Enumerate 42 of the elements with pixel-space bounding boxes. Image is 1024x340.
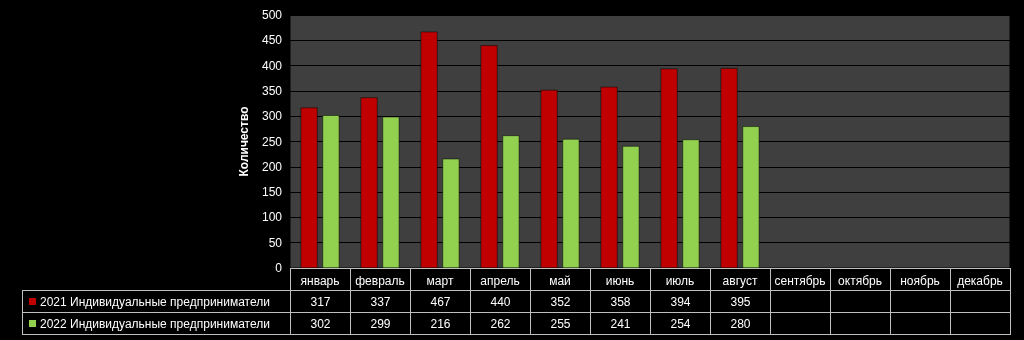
data-label: 299 bbox=[350, 312, 411, 335]
x-tick-label: август bbox=[722, 274, 758, 288]
x-tick-label: июнь bbox=[605, 274, 635, 288]
y-tick-label: 450 bbox=[261, 33, 283, 48]
x-tick-label: декабрь bbox=[957, 274, 1003, 288]
x-tick-label: январь bbox=[300, 274, 340, 288]
x-tick-label: февраль bbox=[355, 274, 405, 288]
x-tick-label: сентябрь bbox=[774, 274, 826, 288]
y-tick-label: 0 bbox=[275, 261, 283, 275]
data-label: 358 bbox=[590, 290, 651, 313]
y-tick-label: 200 bbox=[261, 159, 283, 174]
data-label: 216 bbox=[410, 312, 471, 335]
x-tick-label: июль bbox=[665, 274, 695, 288]
x-tick-label: март bbox=[426, 274, 454, 288]
data-label: 440 bbox=[470, 290, 531, 313]
data-label: 395 bbox=[710, 290, 771, 313]
data-label: 394 bbox=[650, 290, 711, 313]
y-tick-label: 50 bbox=[268, 235, 283, 250]
y-tick-label: 300 bbox=[261, 109, 283, 124]
data-label: 241 bbox=[590, 312, 651, 335]
data-label: 254 bbox=[650, 312, 711, 335]
y-tick-label: 100 bbox=[261, 210, 283, 225]
x-tick-label: май bbox=[549, 274, 571, 288]
data-label: 255 bbox=[530, 312, 591, 335]
data-label: 302 bbox=[290, 312, 351, 335]
data-label: 352 bbox=[530, 290, 591, 313]
y-axis-title: Количество bbox=[237, 106, 251, 177]
data-label: 317 bbox=[290, 290, 351, 313]
data-label: 280 bbox=[710, 312, 771, 335]
x-tick-label: апрель bbox=[480, 274, 520, 288]
x-tick-label: октябрь bbox=[838, 274, 882, 288]
legend-label: 2021 Индивидуальные предприниматели bbox=[22, 290, 291, 313]
data-label: 467 bbox=[410, 290, 471, 313]
data-label: 337 bbox=[350, 290, 411, 313]
x-tick-label: ноябрь bbox=[900, 274, 940, 288]
legend-label: 2022 Индивидуальные предприниматели bbox=[22, 312, 291, 335]
y-tick-label: 500 bbox=[261, 8, 283, 22]
y-tick-label: 350 bbox=[261, 83, 283, 98]
data-label: 262 bbox=[470, 312, 531, 335]
y-tick-label: 250 bbox=[261, 134, 283, 149]
y-tick-label: 150 bbox=[261, 185, 283, 200]
y-tick-label: 400 bbox=[261, 58, 283, 73]
